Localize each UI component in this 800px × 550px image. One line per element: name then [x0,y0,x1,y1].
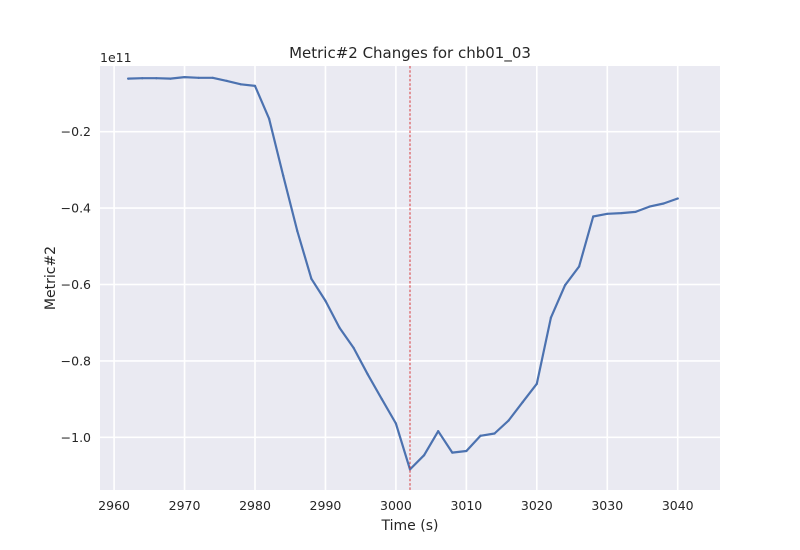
data-point [493,432,496,435]
data-point [408,468,412,471]
data-point [183,75,186,79]
data-point [479,434,482,437]
data-point [563,284,567,287]
data-point [141,77,144,80]
data-point [394,422,398,425]
data-point [676,197,679,200]
x-axis-label: Time (s) [381,518,439,534]
data-point [169,77,172,80]
tick-layer: 2960 2970 2980 2990 3000 3010 3020 3030 3040 −1.0… [61,124,694,513]
y-tick-label: −0.6 [61,277,91,292]
data-point [606,212,609,215]
data-point [239,83,243,86]
x-tick-label: 3030 [591,498,623,513]
data-point [422,454,426,457]
x-tick-label: 3040 [662,498,694,513]
data-point [634,210,637,214]
x-tick-label: 3000 [380,498,412,513]
data-point [225,79,228,82]
data-point [253,84,257,87]
data-point [310,277,313,280]
data-point [620,211,623,215]
data-point [352,346,355,350]
x-tick-label: 2990 [310,498,342,513]
data-point [577,265,581,268]
data-point [648,205,651,208]
data-point [437,430,440,433]
data-point [366,373,369,376]
data-point [296,229,299,233]
series-line [127,75,679,471]
data-point [535,382,538,385]
y-tick-label: −0.8 [61,353,91,368]
data-point [451,451,454,454]
y-tick-label: −1.0 [61,430,91,445]
y-tick-label: −0.2 [61,124,91,139]
x-tick-label: 3010 [450,498,482,513]
data-point [338,326,341,329]
x-tick-label: 2980 [239,498,271,513]
data-point [211,76,214,79]
series-layer [127,66,679,490]
x-tick-label: 2970 [169,498,201,513]
data-point [507,419,510,422]
x-tick-label: 2960 [98,498,130,513]
data-point [155,77,158,80]
data-point [465,449,468,453]
data-point [197,76,200,79]
y-offset-label: 1e11 [100,50,132,65]
data-point [662,202,665,205]
chart-title: Metric#2 Changes for chb01_03 [289,44,531,63]
data-point [549,316,553,319]
data-point [267,117,271,120]
data-point [127,77,130,80]
data-point [324,299,327,303]
data-point [282,174,285,177]
data-point [521,401,524,404]
y-axis-label: Metric#2 [43,246,59,310]
data-point [592,215,595,218]
x-tick-label: 3020 [521,498,553,513]
data-point [380,397,383,401]
y-tick-label: −0.4 [61,201,91,216]
